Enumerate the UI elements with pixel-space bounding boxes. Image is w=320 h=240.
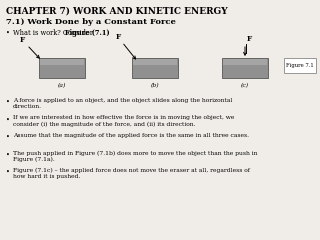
Text: What is work? Consider: What is work? Consider xyxy=(13,29,95,37)
Text: F: F xyxy=(116,33,121,41)
Text: •: • xyxy=(6,98,10,106)
Text: If we are interested in how effective the force is in moving the object, we
cons: If we are interested in how effective th… xyxy=(13,115,234,127)
Text: A force is applied to an object, and the object slides along the horizontal
dire: A force is applied to an object, and the… xyxy=(13,98,232,109)
Bar xyxy=(222,58,268,78)
Text: •: • xyxy=(6,115,10,124)
Text: Assume that the magnitude of the applied force is the same in all three cases.: Assume that the magnitude of the applied… xyxy=(13,133,249,138)
Text: •: • xyxy=(6,29,10,37)
Bar xyxy=(40,59,84,65)
Text: Figure 7.1: Figure 7.1 xyxy=(286,63,314,68)
Text: (c): (c) xyxy=(241,83,249,88)
Text: Figure (7.1): Figure (7.1) xyxy=(65,29,110,37)
Bar xyxy=(132,58,178,78)
Text: •: • xyxy=(6,150,10,158)
Text: 7.1) Work Done by a Constant Force: 7.1) Work Done by a Constant Force xyxy=(6,18,176,26)
Bar xyxy=(39,58,85,78)
FancyBboxPatch shape xyxy=(284,58,316,73)
Text: F: F xyxy=(20,36,25,44)
Text: •: • xyxy=(6,168,10,176)
Text: (b): (b) xyxy=(151,83,159,88)
Text: F: F xyxy=(247,35,252,43)
Text: CHAPTER 7) WORK AND KINETIC ENERGY: CHAPTER 7) WORK AND KINETIC ENERGY xyxy=(6,7,228,16)
Text: The push applied in Figure (7.1b) does more to move the object than the push in
: The push applied in Figure (7.1b) does m… xyxy=(13,150,258,162)
Bar xyxy=(223,59,267,65)
Text: •: • xyxy=(6,133,10,141)
Bar xyxy=(133,59,177,65)
Text: Figure (7.1c) – the applied force does not move the eraser at all, regardless of: Figure (7.1c) – the applied force does n… xyxy=(13,168,250,180)
Text: (a): (a) xyxy=(58,83,66,88)
